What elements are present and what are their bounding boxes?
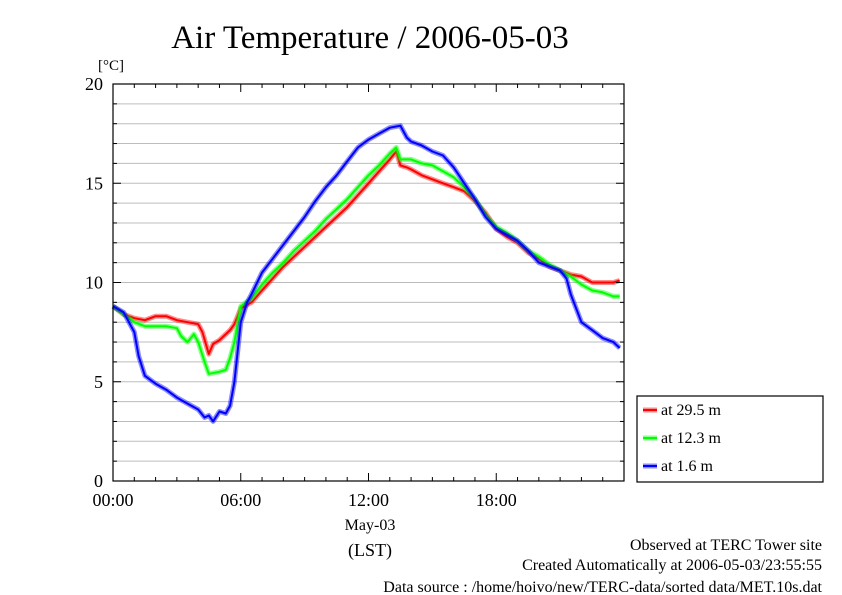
x-tick-label: 12:00 [348, 490, 389, 510]
legend-label: at 12.3 m [661, 430, 722, 447]
axis-ticks: 00:00 06:00 12:00 18:00 0 5 10 15 20 [85, 74, 625, 510]
x-tick-label: 06:00 [220, 490, 261, 510]
y-tick-label: 15 [85, 173, 103, 193]
y-tick-label: 10 [85, 273, 103, 293]
x-axis-label: (LST) [348, 540, 392, 561]
series-glow-3 [111, 123, 622, 424]
chart-title: Air Temperature / 2006-05-03 [171, 20, 569, 56]
y-axis-unit: [°C] [98, 58, 124, 74]
x-tick-label: 00:00 [92, 490, 133, 510]
series-lines [111, 123, 622, 424]
y-tick-label: 5 [94, 372, 103, 392]
footer-created: Created Automatically at 2006-05-03/23:5… [522, 557, 822, 574]
legend-label: at 1.6 m [661, 458, 714, 475]
legend-label: at 29.5 m [661, 402, 722, 419]
series-glow-1 [111, 149, 621, 357]
x-axis-date-label: May-03 [345, 517, 396, 534]
y-tick-label: 20 [85, 74, 103, 94]
legend: at 29.5 m at 12.3 m at 1.6 m [636, 395, 824, 483]
series-line-3 [112, 124, 621, 423]
footer-observed: Observed at TERC Tower site [630, 537, 822, 554]
y-tick-label: 0 [94, 471, 103, 491]
grid-lines [113, 103, 624, 462]
legend-box [636, 395, 824, 483]
footer-data-source: Data source : /home/hoivo/new/TERC-data/… [383, 579, 822, 595]
x-tick-label: 18:00 [476, 490, 517, 510]
